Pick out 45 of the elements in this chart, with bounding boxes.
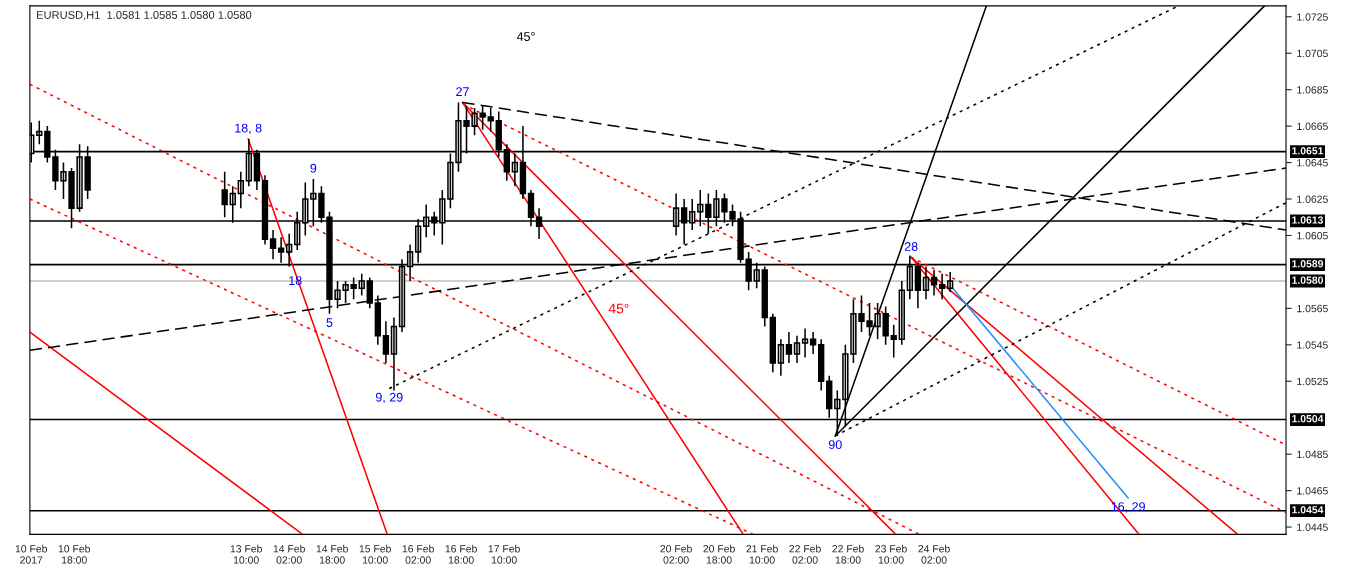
annotation: 28 xyxy=(904,242,918,251)
series-label: 45° xyxy=(608,303,629,314)
ref-line-label: 1.0613 xyxy=(1292,216,1324,224)
x-tick-label: 22 Feb 18:00 xyxy=(832,544,864,564)
y-tick-label: 1.0485 xyxy=(1297,450,1328,459)
annotation: 9 xyxy=(310,163,317,173)
ref-line-label: 1.0454 xyxy=(1292,506,1324,514)
x-tick-label: 14 Feb 18:00 xyxy=(316,544,348,564)
y-tick-label: 1.0605 xyxy=(1297,231,1328,240)
annotation: 18, 8 xyxy=(235,123,262,134)
y-tick-label: 1.0645 xyxy=(1297,159,1328,167)
ref-line-label: 1.0589 xyxy=(1292,260,1324,268)
chart-title: EURUSD,H1 1.0581 1.0585 1.0580 1.0580 xyxy=(37,11,252,21)
annotation: 9, 29 xyxy=(375,392,403,404)
x-tick-label: 16 Feb 02:00 xyxy=(402,544,434,564)
y-tick-label: 1.0705 xyxy=(1297,49,1328,58)
x-tick-label: 16 Feb 18:00 xyxy=(445,544,477,564)
x-tick-label: 13 Feb 10:00 xyxy=(230,544,262,564)
annotation: 5 xyxy=(326,318,333,327)
x-tick-label: 24 Feb 02:00 xyxy=(918,544,950,564)
x-tick-label: 20 Feb 18:00 xyxy=(703,544,735,564)
ref-line-label: 1.0504 xyxy=(1292,414,1324,423)
y-tick-label: 1.0685 xyxy=(1297,86,1328,94)
y-tick-label: 1.0725 xyxy=(1297,13,1328,21)
ref-line-label: 1.0580 xyxy=(1292,276,1324,284)
x-tick-label: 10 Feb 18:00 xyxy=(58,544,90,564)
y-tick-label: 1.0565 xyxy=(1297,304,1328,313)
y-tick-label: 1.0625 xyxy=(1297,195,1328,203)
x-tick-label: 15 Feb 10:00 xyxy=(359,544,391,564)
y-tick-label: 1.0465 xyxy=(1297,487,1328,495)
x-tick-label: 23 Feb 10:00 xyxy=(875,544,907,564)
annotation: 45° xyxy=(516,32,535,41)
ref-line-label: 1.0651 xyxy=(1292,147,1324,155)
x-tick-label: 14 Feb 02:00 xyxy=(273,544,305,564)
x-tick-label: 10 Feb 2017 xyxy=(15,544,47,564)
y-tick-label: 1.0545 xyxy=(1297,341,1328,349)
annotation: 27 xyxy=(456,87,469,96)
y-tick-label: 1.0665 xyxy=(1297,122,1328,130)
x-tick-label: 22 Feb 02:00 xyxy=(789,544,821,564)
y-tick-label: 1.0525 xyxy=(1297,377,1328,386)
x-tick-label: 21 Feb 10:00 xyxy=(746,544,778,564)
annotation: 90 xyxy=(828,440,842,450)
x-tick-label: 17 Feb 10:00 xyxy=(488,544,520,564)
x-tick-label: 20 Feb 02:00 xyxy=(660,544,692,564)
y-tick-label: 1.0445 xyxy=(1297,523,1328,531)
